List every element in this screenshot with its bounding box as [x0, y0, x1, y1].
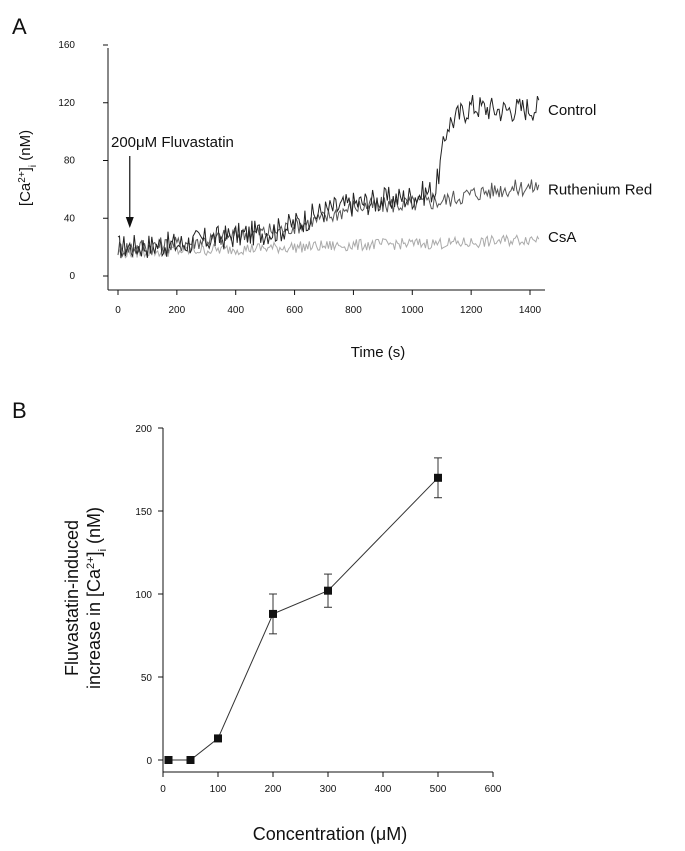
panel-b-x-tick-label: 600	[485, 784, 502, 795]
annotation-arrow-head	[125, 217, 134, 228]
panel-a-y-label-mid: ]	[17, 167, 34, 171]
panel-a-y-label-sup: 2+	[17, 171, 28, 183]
panel-b-y-label-line2-sub: i	[97, 549, 109, 551]
panel-a-y-tick-label: 40	[64, 213, 76, 224]
panel-b-y-label-line1: Fluvastatin-induced	[62, 520, 82, 676]
panel-b-x-tick-label: 0	[160, 784, 166, 795]
panel-a-y-label-end: (nM)	[17, 130, 34, 165]
panel-b-series	[164, 457, 442, 764]
panel-a-x-tick-label: 1000	[401, 305, 424, 316]
series-label-csa: CsA	[548, 229, 576, 246]
panel-b-y-label-line2: increase in [Ca2+]i (nM)	[84, 507, 109, 689]
series-label-control: Control	[548, 102, 596, 119]
series-line-csa	[117, 234, 540, 259]
panel-a-y-tick-label: 120	[58, 98, 75, 109]
panel-b-x-tick-label: 200	[265, 784, 282, 795]
panel-a-y-tick-label: 160	[58, 40, 75, 51]
panel-b-y-tick-label: 200	[135, 424, 152, 435]
panel-b-y-tick-label: 150	[135, 507, 152, 518]
panel-b-connecting-line	[168, 477, 439, 761]
panel-a-x-tick-label: 0	[115, 305, 121, 316]
panel-b-y-ticks: 0 50 100 150 200	[135, 424, 163, 767]
panel-b-x-ticks: 0 100 200 300 400 500 600	[160, 772, 502, 795]
panel-b-letter: B	[12, 398, 27, 423]
panel-a-letter: A	[12, 14, 27, 39]
panel-b-data-point	[186, 756, 195, 764]
panel-a-y-tick-label: 0	[69, 271, 75, 282]
panel-a-x-tick-label: 600	[286, 305, 303, 316]
annotation-label: 200μM Fluvastatin	[111, 134, 234, 151]
panel-a-y-label-base: [Ca	[17, 182, 34, 206]
panel-b-y-label-line2-mid: ]	[84, 551, 104, 556]
panel-a-x-ticks: 0 200 400 600 800 1000 1200 1400	[115, 290, 542, 316]
panel-b-y-tick-label: 100	[135, 590, 152, 601]
panel-b-data-point	[164, 756, 173, 764]
panel-b-y-label-line2-base: increase in [Ca	[84, 568, 104, 689]
panel-a-y-ticks: 0 40 80 120 160	[58, 40, 108, 282]
panel-a-y-label-sub: i	[28, 165, 39, 167]
panel-b-y-label-line2-sup: 2+	[85, 556, 97, 569]
series-label-ruthenium-red: Ruthenium Red	[548, 181, 652, 198]
panel-b-x-tick-label: 500	[430, 784, 447, 795]
panel-b-y-tick-label: 50	[141, 673, 153, 684]
panel-a-x-tick-label: 800	[345, 305, 362, 316]
panel-b-x-tick-label: 100	[210, 784, 227, 795]
panel-b-x-label-end: )	[401, 824, 407, 844]
panel-b-data-point	[324, 586, 332, 595]
panel-a-series-labels: Control Ruthenium Red CsA	[548, 102, 652, 246]
panel-a-x-label: Time (s)	[351, 344, 405, 361]
panel-b-x-label-base: Concentration (	[253, 824, 376, 844]
panel-b-y-label-line2-end: (nM)	[84, 507, 104, 549]
panel-a-y-label: [Ca2+]i (nM)	[17, 130, 39, 206]
annotation-arrow	[125, 156, 134, 228]
panel-a-series	[117, 95, 540, 259]
panel-b-x-tick-label: 400	[375, 784, 392, 795]
panel-b-data-point	[434, 473, 442, 482]
panel-b-data-point	[269, 609, 277, 618]
panel-b-y-tick-label: 0	[146, 756, 152, 767]
panel-b: B 0 50 100 150 200 0 100 200 300 400 500 600 Fluva…	[12, 398, 502, 844]
panel-a-x-tick-label: 200	[169, 305, 186, 316]
panel-a-x-tick-label: 1200	[460, 305, 483, 316]
series-line-control	[117, 95, 540, 259]
panel-a-x-tick-label: 1400	[519, 305, 542, 316]
panel-a-x-tick-label: 400	[227, 305, 244, 316]
panel-b-x-label-unit: μM	[376, 824, 401, 844]
panel-b-data-point	[214, 734, 222, 743]
panel-b-x-label: Concentration (μM)	[253, 824, 407, 844]
panel-a-y-tick-label: 80	[64, 156, 76, 167]
panel-b-x-tick-label: 300	[320, 784, 337, 795]
